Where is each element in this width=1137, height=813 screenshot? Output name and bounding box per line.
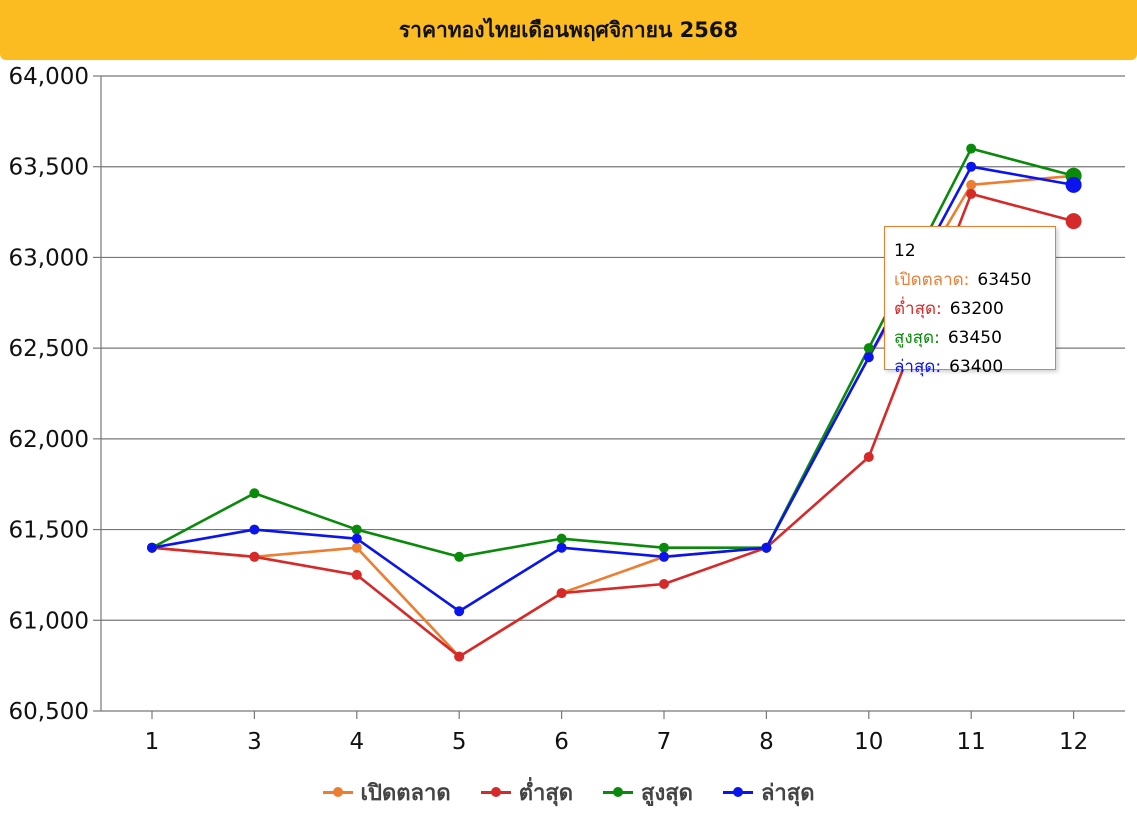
tooltip-value-low: 63200	[949, 299, 1004, 319]
series-point-1[interactable]	[556, 588, 567, 599]
series-point-1[interactable]	[454, 651, 465, 662]
x-tick-label: 10	[854, 729, 883, 755]
x-tick-label: 4	[349, 729, 364, 755]
tooltip-label-high: สูงสุด:	[894, 328, 940, 348]
series-point-2[interactable]	[351, 524, 362, 535]
legend-label-low: ต่ำสุด	[518, 780, 574, 806]
y-tick-label: 60,500	[9, 699, 89, 725]
tooltip-label-open: เปิดตลาด:	[894, 270, 970, 290]
series-point-2[interactable]	[556, 533, 567, 544]
series-point-0[interactable]	[966, 179, 977, 190]
series-point-3[interactable]	[454, 606, 465, 617]
y-tick-label: 62,000	[9, 427, 89, 453]
series-point-3[interactable]	[147, 542, 157, 553]
series-point-2[interactable]	[249, 488, 260, 499]
legend-swatch-last	[722, 785, 753, 799]
legend-swatch-open	[322, 785, 353, 799]
legend-label-high: สูงสุด	[641, 780, 693, 806]
chart-title-bar: ราคาทองไทยเดือนพฤศจิกายน 2568	[0, 0, 1137, 60]
series-point-1[interactable]	[863, 452, 874, 462]
series-point-3[interactable]	[249, 524, 260, 535]
legend-swatch-low	[480, 785, 511, 799]
data-tooltip: 12 เปิดตลาด: 63450 ต่ำสุด: 63200 สูงสุด: 63…	[884, 226, 1056, 377]
series-point-3[interactable]	[966, 161, 977, 172]
legend-label-last: ล่าสุด	[760, 780, 815, 806]
x-tick-label: 12	[1059, 729, 1088, 755]
tooltip-row-high: สูงสุด: 63450	[894, 324, 1055, 353]
tooltip-label-last: ล่าสุด:	[894, 357, 942, 377]
series-point-3[interactable]	[1065, 176, 1082, 193]
legend-item-high[interactable]: สูงสุด	[603, 775, 693, 810]
series-point-2[interactable]	[454, 551, 465, 562]
tooltip-row-open: เปิดตลาด: 63450	[894, 266, 1055, 295]
x-tick-label: 7	[657, 729, 672, 755]
series-point-3[interactable]	[863, 352, 874, 363]
legend-swatch-high	[603, 785, 634, 799]
y-tick-label: 61,500	[9, 518, 89, 544]
chart-title: ราคาทองไทยเดือนพฤศจิกายน 2568	[398, 17, 739, 42]
y-tick-label: 63,500	[9, 155, 89, 181]
legend-label-open: เปิดตลาด	[360, 780, 451, 806]
series-point-2[interactable]	[966, 143, 977, 154]
y-tick-label: 61,000	[9, 608, 89, 634]
legend: เปิดตลาด ต่ำสุด สูงสุด ล่าสุด	[0, 774, 1137, 810]
legend-item-open[interactable]: เปิดตลาด	[322, 775, 451, 810]
y-tick-label: 62,500	[9, 336, 89, 362]
tooltip-row-last: ล่าสุด: 63400	[894, 353, 1055, 382]
series-point-3[interactable]	[761, 542, 772, 553]
series-point-1[interactable]	[1065, 213, 1082, 230]
tooltip-value-high: 63450	[947, 328, 1002, 348]
series-point-3[interactable]	[351, 533, 362, 544]
series-point-1[interactable]	[659, 579, 669, 589]
series-point-2[interactable]	[659, 542, 669, 553]
x-tick-label: 11	[957, 729, 986, 755]
legend-item-last[interactable]: ล่าสุด	[722, 775, 815, 810]
x-tick-label: 1	[145, 729, 160, 755]
series-group	[147, 143, 1082, 662]
tooltip-label-low: ต่ำสุด:	[894, 299, 942, 319]
y-tick-label: 64,000	[9, 64, 89, 90]
series-point-3[interactable]	[659, 551, 669, 562]
axes: 60,500 61,000 61,500 62,000 62,500 63,000 63,5…	[9, 64, 1089, 755]
series-point-1[interactable]	[351, 569, 362, 580]
series-point-3[interactable]	[556, 542, 567, 553]
series-point-1[interactable]	[249, 551, 260, 562]
x-tick-label: 3	[247, 729, 262, 755]
series-point-0[interactable]	[351, 542, 362, 553]
legend-item-low[interactable]: ต่ำสุด	[480, 775, 574, 810]
x-tick-label: 5	[452, 729, 467, 755]
x-tick-label: 8	[759, 729, 774, 755]
x-tick-label: 6	[554, 729, 569, 755]
tooltip-value-last: 63400	[949, 357, 1004, 377]
grid-lines	[101, 75, 1125, 712]
series-point-2[interactable]	[863, 343, 874, 354]
series-point-1[interactable]	[966, 188, 977, 199]
tooltip-row-low: ต่ำสุด: 63200	[894, 295, 1055, 324]
tooltip-title: 12	[894, 241, 916, 261]
tooltip-value-open: 63450	[977, 270, 1032, 290]
y-tick-label: 63,000	[9, 245, 89, 271]
